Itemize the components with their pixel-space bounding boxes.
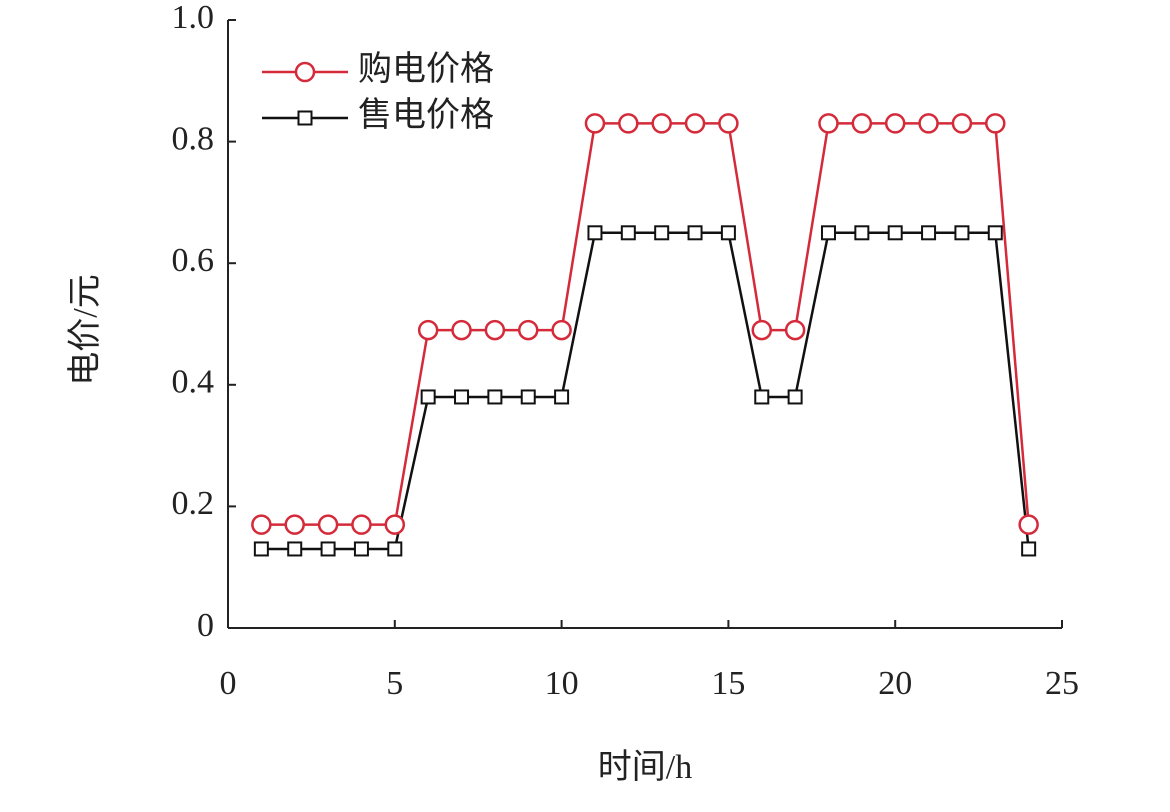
data-point [320, 541, 336, 557]
data-point [287, 541, 303, 557]
data-point [918, 113, 939, 134]
x-tick-label: 25 [1045, 665, 1079, 702]
data-point [854, 225, 870, 241]
data-point [284, 514, 305, 535]
y-tick-label: 0.6 [172, 242, 215, 279]
data-point [951, 113, 973, 134]
data-point [353, 541, 369, 557]
data-point [754, 389, 770, 405]
y-tick-label: 1.0 [172, 0, 215, 36]
data-point [587, 225, 603, 241]
data-point [387, 541, 403, 557]
data-point [417, 319, 439, 341]
data-point [987, 225, 1003, 241]
data-point [487, 389, 503, 405]
x-tick-label: 20 [878, 665, 912, 702]
legend-marker [294, 61, 316, 83]
x-tick-label: 0 [220, 665, 237, 702]
data-point [517, 319, 539, 341]
y-tick-label: 0.8 [172, 120, 215, 157]
data-point [420, 389, 436, 405]
data-point [654, 225, 670, 241]
data-point [451, 319, 472, 341]
data-point [921, 225, 937, 241]
data-point [554, 389, 570, 405]
data-point [551, 319, 572, 341]
y-tick-label: 0 [197, 607, 214, 644]
legend-text: 购电价格 [358, 50, 494, 88]
data-point [520, 389, 536, 405]
series-line [261, 122, 1030, 526]
data-point [351, 514, 372, 535]
x-axis-label: 时间/h [598, 749, 692, 786]
data-point [618, 113, 639, 134]
data-point [851, 113, 873, 134]
series-line [261, 231, 1030, 551]
data-point [784, 319, 806, 341]
x-tick-label: 10 [545, 665, 579, 702]
data-point [718, 113, 739, 134]
data-point [253, 541, 269, 557]
data-point [454, 389, 470, 405]
data-point [720, 225, 736, 241]
data-point [384, 514, 406, 535]
legend-marker [297, 110, 313, 126]
data-point [884, 113, 906, 134]
legend-text: 售电价格 [358, 96, 494, 134]
y-axis-label: 电价/元 [66, 274, 104, 385]
data-point [620, 225, 636, 241]
data-point [820, 225, 836, 241]
data-point [787, 389, 803, 405]
data-point [684, 113, 706, 134]
data-point [1018, 514, 1039, 535]
y-tick-label: 0.4 [172, 364, 215, 401]
x-tick-label: 5 [386, 665, 403, 702]
data-point [687, 225, 703, 241]
data-point [317, 514, 339, 535]
data-point [484, 319, 506, 341]
data-point [1021, 541, 1037, 557]
y-tick-label: 0.2 [172, 485, 215, 522]
data-point [651, 113, 672, 134]
data-point [584, 113, 606, 134]
data-point [887, 225, 903, 241]
data-point [251, 514, 272, 535]
x-tick-label: 15 [711, 665, 745, 702]
data-point [751, 319, 773, 341]
data-point [954, 225, 970, 241]
data-point [818, 113, 839, 134]
data-point [985, 113, 1006, 134]
